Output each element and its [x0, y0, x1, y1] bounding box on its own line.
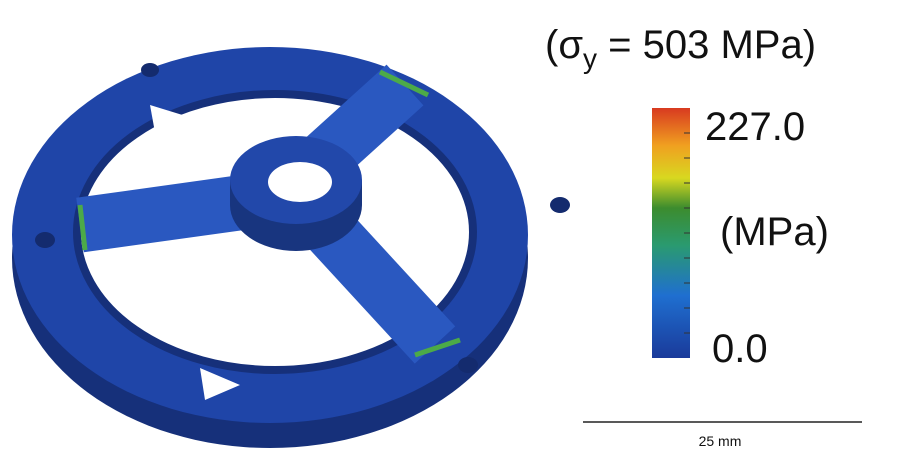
yield-suffix: = 503 MPa): [597, 23, 816, 67]
yield-prefix: (σ: [545, 23, 583, 67]
colorbar-unit: (MPa): [720, 210, 829, 254]
fea-part: [12, 47, 570, 448]
yield-subscript: y: [583, 43, 597, 74]
yield-label: (σy = 503 MPa): [545, 23, 816, 74]
colorbar-min: 0.0: [712, 327, 768, 371]
colorbar-max: 227.0: [705, 105, 805, 149]
figure: (σy = 503 MPa) 227.0 (MPa) 0.0 25 mm: [0, 0, 899, 462]
scale-bar-label: 25 mm: [699, 433, 742, 449]
